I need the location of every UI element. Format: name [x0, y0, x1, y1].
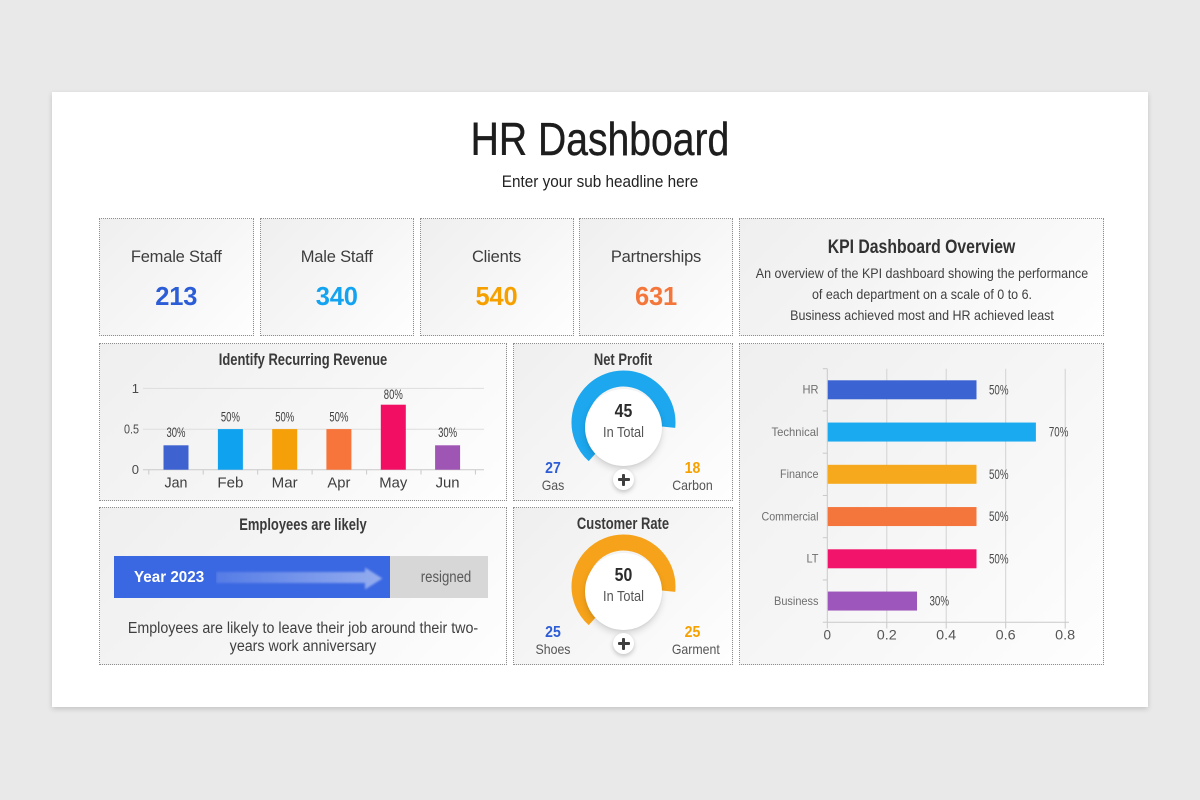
- svg-text:May: May: [379, 475, 408, 491]
- svg-text:Jun: Jun: [436, 475, 460, 491]
- svg-text:Finance: Finance: [780, 467, 819, 481]
- svg-text:70%: 70%: [1049, 424, 1069, 440]
- svg-text:Technical: Technical: [772, 425, 819, 439]
- svg-text:Apr: Apr: [327, 475, 350, 491]
- svg-text:Feb: Feb: [217, 475, 243, 491]
- svg-text:0: 0: [824, 628, 832, 643]
- svg-text:80%: 80%: [384, 387, 403, 402]
- svg-text:0: 0: [132, 462, 139, 477]
- svg-text:0.5: 0.5: [124, 422, 139, 437]
- svg-text:Commercial: Commercial: [762, 509, 819, 523]
- svg-text:0.6: 0.6: [996, 628, 1016, 643]
- svg-text:0.8: 0.8: [1055, 628, 1075, 643]
- svg-text:0.2: 0.2: [877, 628, 897, 643]
- svg-text:Mar: Mar: [272, 475, 298, 491]
- svg-text:50%: 50%: [329, 410, 348, 425]
- svg-text:Business: Business: [774, 594, 819, 608]
- svg-text:1: 1: [132, 381, 139, 396]
- svg-text:50%: 50%: [989, 550, 1009, 566]
- svg-text:50%: 50%: [989, 508, 1009, 524]
- svg-text:HR: HR: [803, 383, 819, 397]
- svg-text:30%: 30%: [167, 425, 186, 440]
- svg-text:50%: 50%: [989, 466, 1009, 482]
- svg-text:Jan: Jan: [165, 475, 188, 491]
- svg-text:50%: 50%: [275, 410, 294, 425]
- svg-text:LT: LT: [807, 552, 819, 566]
- svg-text:30%: 30%: [438, 425, 457, 440]
- svg-text:50%: 50%: [989, 381, 1009, 397]
- svg-text:0.4: 0.4: [936, 628, 957, 643]
- svg-text:30%: 30%: [930, 593, 950, 609]
- svg-text:50%: 50%: [221, 410, 240, 425]
